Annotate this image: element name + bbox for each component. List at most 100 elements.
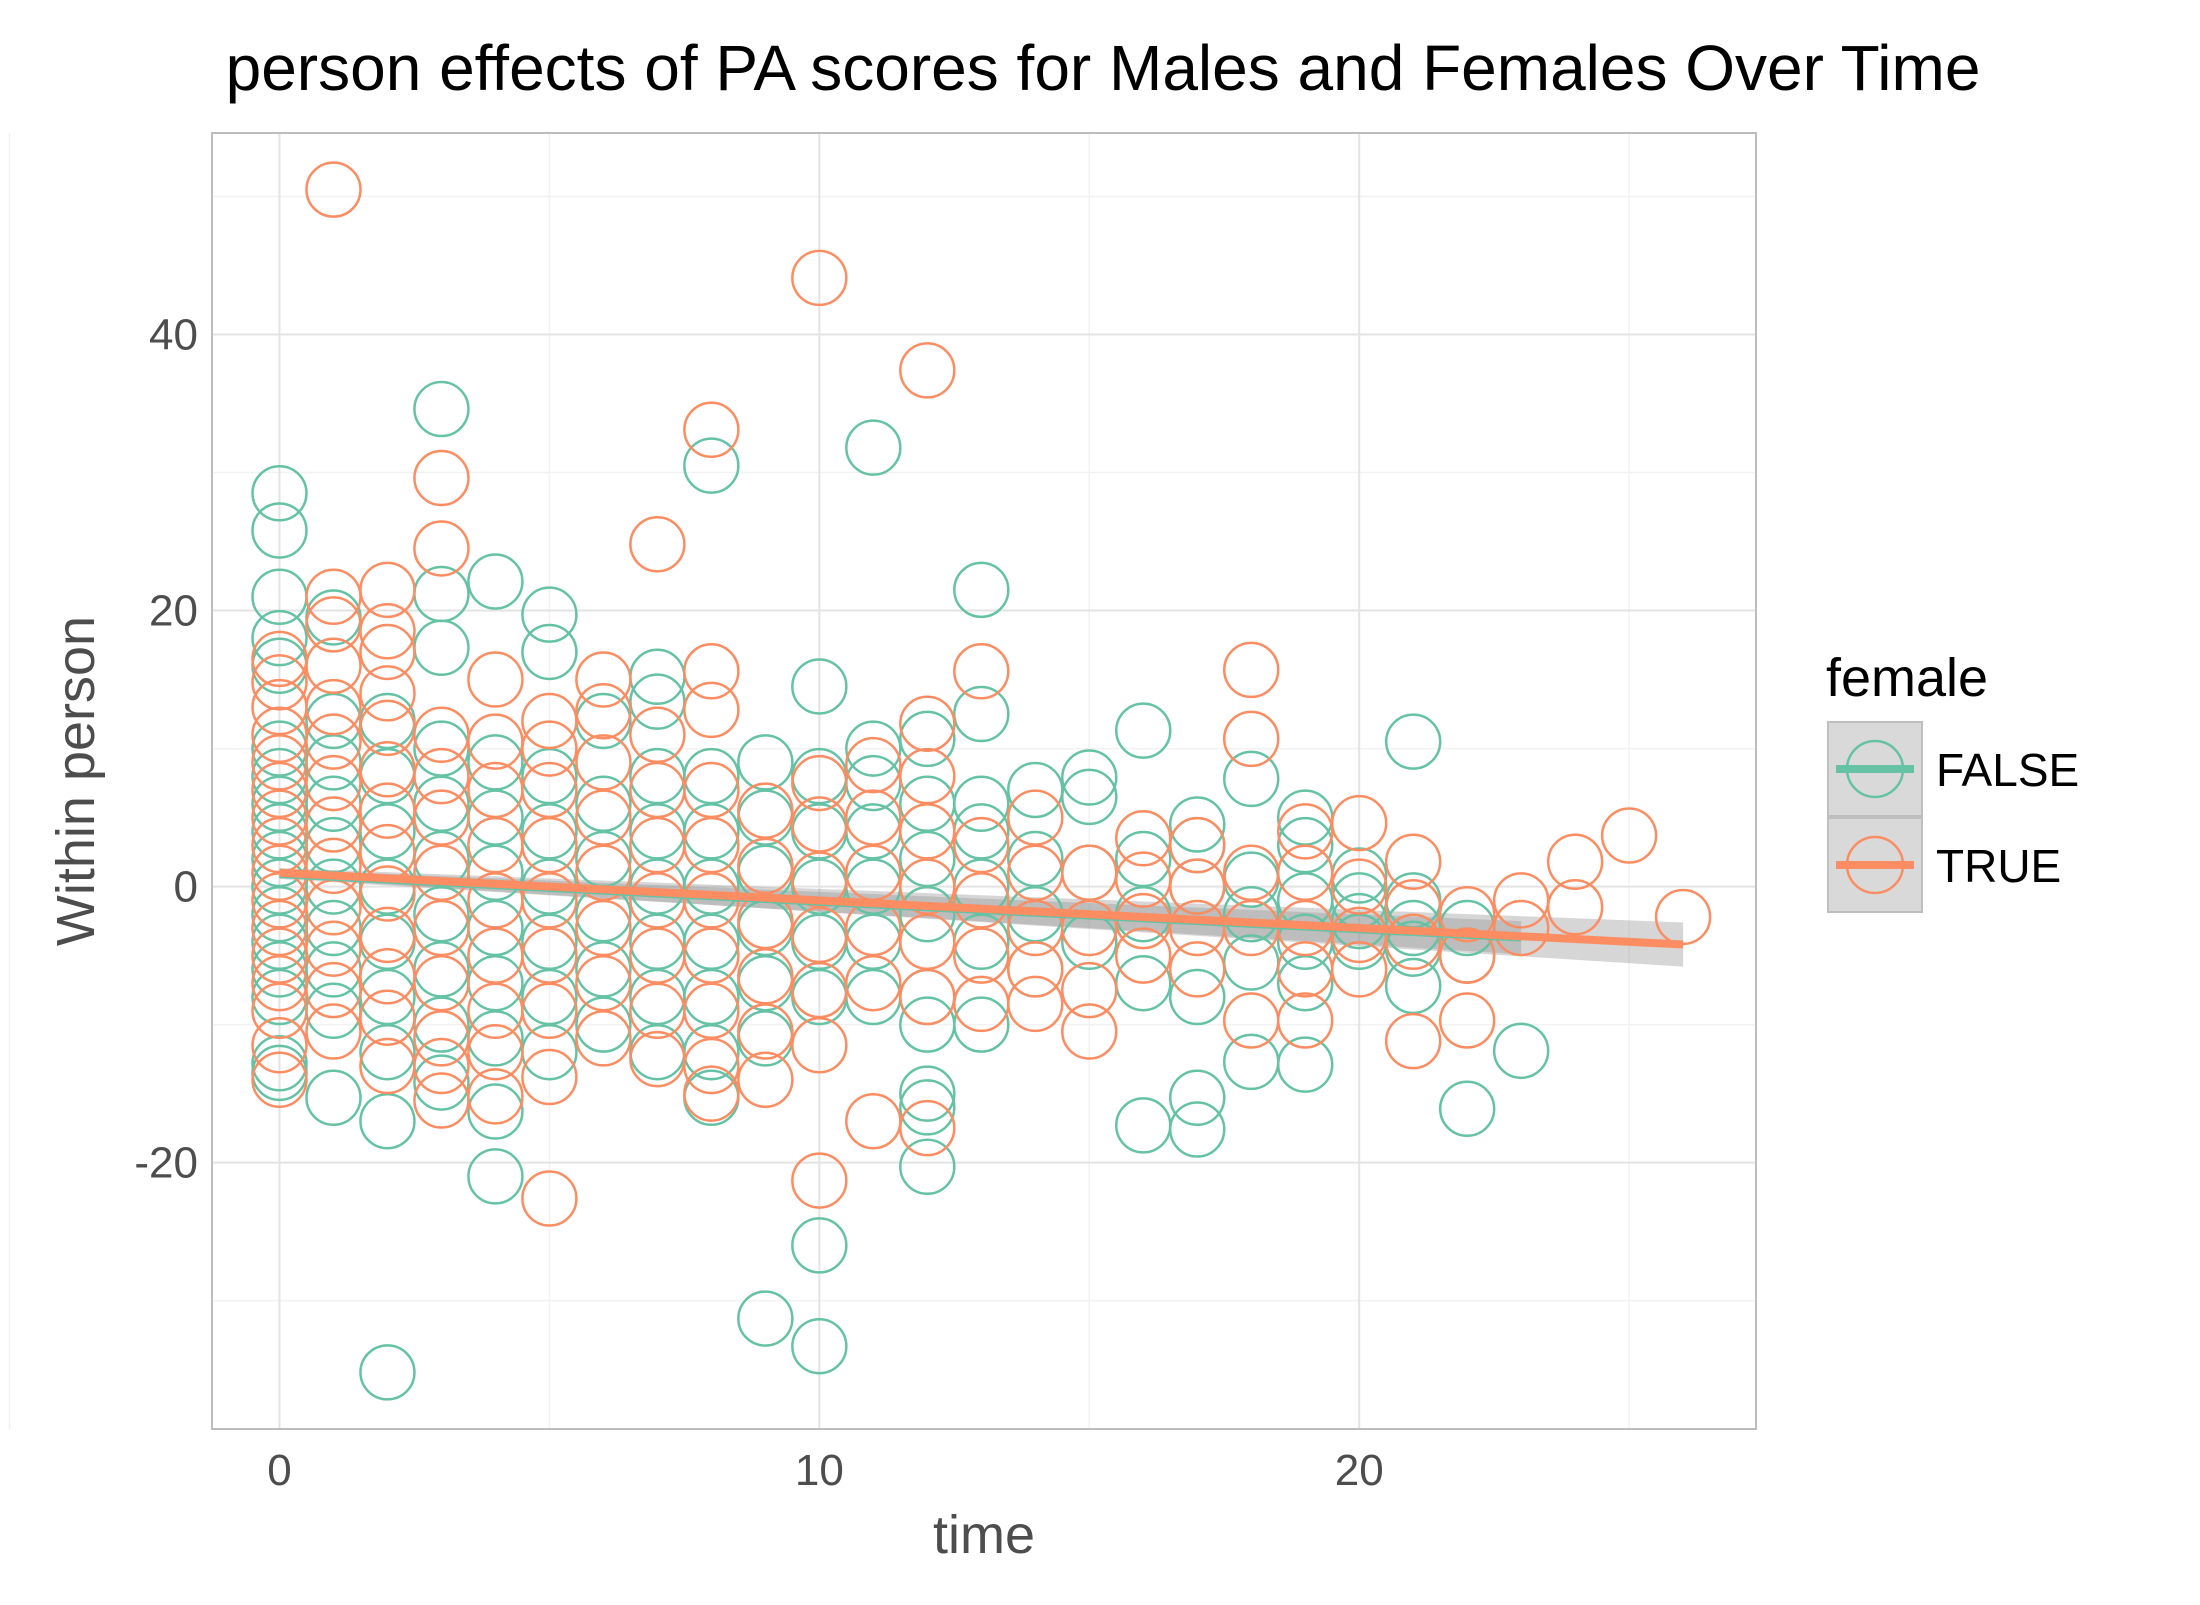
point-true bbox=[359, 989, 416, 1046]
point-true bbox=[899, 342, 956, 399]
point-true bbox=[521, 982, 578, 1040]
point-false bbox=[683, 437, 740, 494]
point-false bbox=[1168, 968, 1226, 1026]
point-true bbox=[899, 695, 956, 752]
point-true bbox=[305, 796, 362, 853]
point-true bbox=[521, 1170, 578, 1227]
point-true bbox=[683, 681, 740, 739]
point-true bbox=[683, 643, 740, 700]
point-true bbox=[305, 920, 362, 977]
point-false bbox=[1384, 713, 1442, 770]
point-true bbox=[521, 720, 578, 777]
point-true bbox=[791, 1152, 848, 1209]
point-true bbox=[359, 665, 416, 722]
point-true bbox=[683, 1065, 740, 1122]
point-true bbox=[1330, 941, 1388, 998]
point-true bbox=[683, 1037, 740, 1095]
point-true bbox=[1438, 885, 1496, 943]
point-true bbox=[1061, 1003, 1118, 1060]
x-tick-label: 0 bbox=[267, 1446, 291, 1495]
point-false bbox=[899, 1079, 956, 1136]
y-axis-ticks: -20 0 20 40 bbox=[134, 311, 198, 1188]
point-false bbox=[845, 419, 902, 476]
chart-title: person effects of PA scores for Males an… bbox=[226, 32, 1981, 104]
point-false bbox=[413, 380, 470, 438]
y-tick-label: -20 bbox=[134, 1139, 198, 1188]
legend-key-false-marker bbox=[1845, 739, 1905, 799]
point-false bbox=[1492, 1022, 1550, 1080]
point-false bbox=[251, 502, 308, 559]
point-true bbox=[683, 401, 740, 458]
smooth-lines bbox=[279, 868, 1684, 949]
point-true bbox=[305, 637, 362, 695]
point-false bbox=[899, 1065, 956, 1122]
point-false bbox=[953, 685, 1010, 743]
point-false bbox=[575, 996, 632, 1053]
point-true bbox=[899, 1099, 956, 1157]
point-false bbox=[251, 464, 308, 522]
panel-border bbox=[211, 132, 1757, 1430]
point-false bbox=[467, 1083, 524, 1140]
legend-key-true: TRUE bbox=[1827, 817, 2061, 913]
point-false bbox=[845, 720, 902, 777]
point-false bbox=[1168, 1101, 1226, 1158]
point-true bbox=[575, 651, 632, 708]
legend-key-false: FALSE bbox=[1827, 721, 2079, 817]
point-false bbox=[359, 1344, 416, 1401]
point-true bbox=[1546, 833, 1604, 890]
point-true bbox=[467, 651, 524, 708]
point-true bbox=[467, 1068, 524, 1125]
point-true bbox=[629, 516, 686, 573]
y-tick-label: 0 bbox=[174, 863, 198, 912]
point-true bbox=[413, 1037, 470, 1095]
y-axis-label: Within person bbox=[46, 616, 106, 946]
legend-label-false: FALSE bbox=[1936, 744, 2079, 796]
y-tick-label: 20 bbox=[149, 587, 198, 636]
point-false bbox=[413, 1054, 470, 1111]
point-true bbox=[845, 954, 902, 1012]
point-true bbox=[1115, 927, 1172, 984]
point-true bbox=[359, 602, 416, 660]
point-false bbox=[251, 609, 308, 667]
point-true bbox=[1438, 992, 1496, 1049]
point-false bbox=[899, 1138, 956, 1196]
point-true bbox=[305, 678, 362, 736]
point-true bbox=[1168, 816, 1226, 874]
point-true bbox=[737, 1003, 794, 1060]
point-true bbox=[1384, 833, 1442, 890]
point-true bbox=[1168, 858, 1226, 915]
point-false bbox=[1438, 1080, 1496, 1138]
point-true bbox=[305, 961, 362, 1019]
point-true bbox=[1061, 961, 1118, 1019]
point-true bbox=[1222, 641, 1280, 699]
point-true bbox=[251, 654, 308, 711]
point-true bbox=[413, 1010, 470, 1067]
point-true bbox=[305, 1003, 362, 1060]
point-true bbox=[1384, 1012, 1442, 1070]
point-true bbox=[1007, 941, 1064, 998]
point-true bbox=[845, 736, 902, 794]
point-true bbox=[953, 927, 1010, 984]
point-true bbox=[1007, 975, 1064, 1033]
smooth-line-true bbox=[279, 868, 1684, 949]
point-false bbox=[953, 561, 1010, 619]
series-true-points bbox=[251, 161, 1712, 1227]
legend-title: female bbox=[1826, 648, 1988, 708]
point-true bbox=[413, 520, 470, 577]
point-false bbox=[1276, 1036, 1334, 1093]
point-true bbox=[521, 692, 578, 750]
point-false bbox=[359, 1023, 416, 1081]
panel-background bbox=[212, 133, 1756, 1429]
point-false bbox=[1061, 749, 1118, 806]
point-false bbox=[521, 623, 578, 681]
point-true bbox=[791, 754, 848, 812]
point-false bbox=[467, 553, 524, 610]
point-true bbox=[305, 837, 362, 895]
x-tick-label: 20 bbox=[1335, 1446, 1384, 1495]
point-false bbox=[953, 775, 1010, 833]
legend: female FALSE TRUE bbox=[1826, 648, 2079, 913]
point-false bbox=[791, 1217, 848, 1274]
point-true bbox=[251, 1017, 308, 1074]
point-false bbox=[1168, 1069, 1226, 1127]
